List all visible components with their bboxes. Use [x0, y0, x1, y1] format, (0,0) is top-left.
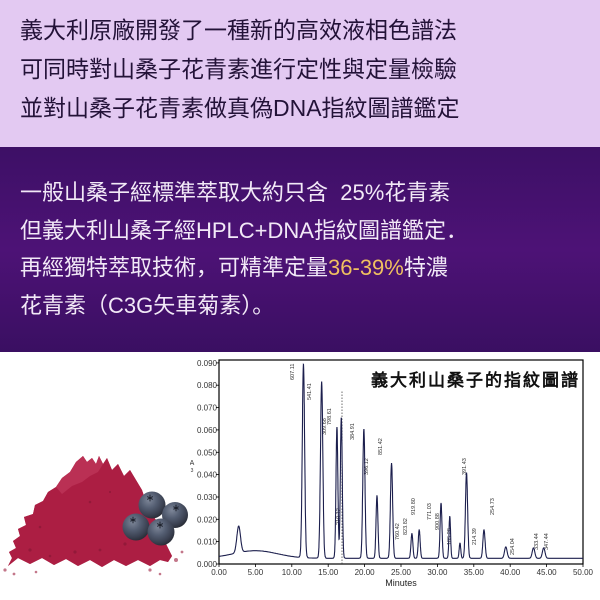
svg-text:0.090: 0.090	[197, 359, 218, 368]
svg-text:5.00: 5.00	[248, 568, 264, 577]
svg-text:384.91: 384.91	[350, 423, 356, 440]
svg-text:0.020: 0.020	[197, 515, 218, 524]
svg-text:851.42: 851.42	[378, 438, 384, 455]
svg-text:919.80: 919.80	[411, 498, 417, 515]
svg-text:30.00: 30.00	[427, 568, 448, 577]
svg-text:40.00: 40.00	[500, 568, 521, 577]
svg-text:333.44: 333.44	[534, 533, 540, 550]
svg-text:771.03: 771.03	[427, 503, 433, 520]
svg-text:0.010: 0.010	[197, 538, 218, 547]
svg-text:254.04: 254.04	[510, 538, 516, 555]
svg-text:0.050: 0.050	[197, 448, 218, 457]
svg-text:35.00: 35.00	[464, 568, 485, 577]
svg-text:391.43: 391.43	[462, 458, 468, 475]
svg-text:20.00: 20.00	[355, 568, 376, 577]
svg-text:254.73: 254.73	[490, 498, 496, 515]
svg-text:0.00: 0.00	[211, 568, 227, 577]
svg-text:A: A	[190, 460, 195, 467]
svg-text:798.61: 798.61	[327, 408, 333, 425]
svg-text:50.00: 50.00	[573, 568, 594, 577]
svg-text:541.41: 541.41	[307, 383, 313, 400]
svg-text:0.030: 0.030	[197, 493, 218, 502]
svg-text:3: 3	[191, 468, 194, 474]
svg-text:347.44: 347.44	[544, 533, 550, 550]
svg-text:823.82: 823.82	[403, 518, 409, 535]
svg-text:0.060: 0.060	[197, 426, 218, 435]
svg-text:15.00: 15.00	[318, 568, 339, 577]
svg-text:25.00: 25.00	[391, 568, 412, 577]
svg-text:607.11: 607.11	[290, 364, 296, 380]
svg-text:0.080: 0.080	[197, 381, 218, 390]
svg-text:Minutes: Minutes	[385, 578, 417, 588]
svg-text:0.070: 0.070	[197, 404, 218, 413]
svg-text:45.00: 45.00	[537, 568, 558, 577]
svg-text:0.040: 0.040	[197, 471, 218, 480]
svg-text:10.00: 10.00	[282, 568, 303, 577]
svg-text:760.42: 760.42	[395, 523, 401, 540]
svg-text:214.39: 214.39	[472, 528, 478, 545]
